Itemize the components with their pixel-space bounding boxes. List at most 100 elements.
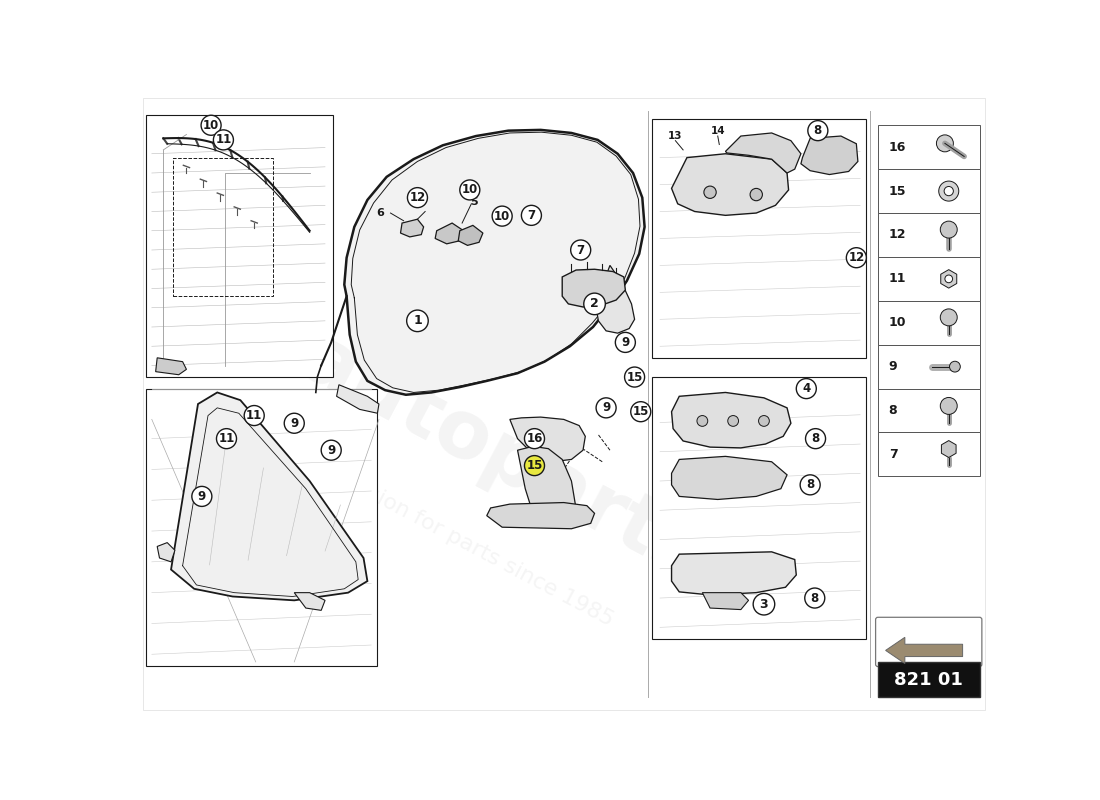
Polygon shape [459,226,483,246]
Circle shape [584,293,605,314]
Text: 1: 1 [414,314,421,327]
Circle shape [615,332,636,353]
Polygon shape [156,358,186,374]
Polygon shape [172,393,367,600]
FancyBboxPatch shape [652,119,867,358]
Text: 10: 10 [494,210,510,222]
Circle shape [244,406,264,426]
Circle shape [697,415,707,426]
Polygon shape [801,136,858,174]
Circle shape [940,221,957,238]
Text: 16: 16 [526,432,542,445]
Polygon shape [940,270,957,288]
Polygon shape [400,219,424,237]
Text: 2: 2 [591,298,598,310]
Circle shape [938,181,959,201]
Text: 7: 7 [527,209,536,222]
Circle shape [940,309,957,326]
Text: 4: 4 [802,382,811,395]
FancyBboxPatch shape [878,126,980,169]
Polygon shape [942,441,956,458]
Circle shape [704,186,716,198]
FancyBboxPatch shape [876,618,982,666]
Text: 15: 15 [526,459,542,472]
Text: autoparts: autoparts [288,319,716,597]
Text: 10: 10 [462,183,477,197]
Polygon shape [295,593,326,610]
Circle shape [460,180,480,200]
Text: 8: 8 [812,432,820,445]
Circle shape [201,115,221,135]
Text: 8: 8 [814,124,822,137]
Circle shape [805,588,825,608]
Circle shape [492,206,513,226]
Text: 9: 9 [327,444,336,457]
Text: 6: 6 [376,208,384,218]
Text: 10: 10 [204,118,219,132]
Polygon shape [726,133,801,173]
Circle shape [728,415,738,426]
Polygon shape [486,502,594,529]
Polygon shape [671,552,796,595]
Circle shape [525,429,544,449]
Text: a passion for parts since 1985: a passion for parts since 1985 [310,454,617,630]
FancyBboxPatch shape [878,169,980,213]
Circle shape [807,121,828,141]
Polygon shape [510,417,585,462]
Text: 11: 11 [246,409,262,422]
Polygon shape [337,385,378,414]
Circle shape [191,486,212,506]
Circle shape [217,429,236,449]
Circle shape [940,398,957,414]
Text: 8: 8 [811,591,818,605]
Text: 11: 11 [216,134,231,146]
Circle shape [321,440,341,460]
Polygon shape [671,154,789,215]
Circle shape [805,429,825,449]
Polygon shape [562,270,625,307]
Circle shape [521,206,541,226]
Text: 11: 11 [889,272,906,286]
Polygon shape [517,446,575,527]
Circle shape [949,362,960,372]
FancyBboxPatch shape [146,389,377,666]
FancyBboxPatch shape [878,213,980,257]
Text: 821 01: 821 01 [894,670,964,689]
Text: 15: 15 [632,405,649,418]
FancyBboxPatch shape [878,257,980,301]
Circle shape [846,248,867,268]
Text: 15: 15 [889,185,906,198]
Circle shape [754,594,774,615]
Circle shape [759,415,769,426]
Text: 11: 11 [219,432,234,445]
Text: 3: 3 [760,598,768,610]
Text: 8: 8 [889,404,898,417]
Text: 9: 9 [621,336,629,349]
Circle shape [407,310,428,332]
Circle shape [625,367,645,387]
Circle shape [944,186,954,196]
Circle shape [525,455,544,476]
FancyBboxPatch shape [878,433,980,476]
FancyBboxPatch shape [878,301,980,345]
Text: 10: 10 [889,316,906,330]
Circle shape [284,414,305,434]
FancyBboxPatch shape [146,115,332,377]
Text: 13: 13 [668,131,683,141]
Polygon shape [886,638,962,663]
Text: 7: 7 [576,243,585,257]
Text: 9: 9 [889,360,898,373]
Polygon shape [344,130,645,394]
Polygon shape [436,223,464,244]
Polygon shape [703,593,749,610]
Text: 9: 9 [290,417,298,430]
Text: 9: 9 [602,402,610,414]
Text: 12: 12 [409,191,426,204]
Circle shape [796,378,816,398]
Circle shape [571,240,591,260]
Circle shape [630,402,651,422]
Text: 9: 9 [198,490,206,503]
Circle shape [750,188,762,201]
FancyBboxPatch shape [878,389,980,433]
Text: 15: 15 [626,370,642,383]
